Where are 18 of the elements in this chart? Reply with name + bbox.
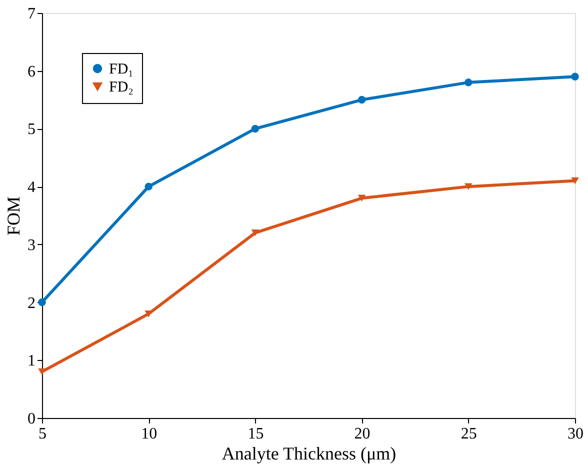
y-tick-label: 4 <box>28 179 36 196</box>
y-tick-label: 6 <box>28 63 36 80</box>
y-tick-label: 1 <box>28 352 36 370</box>
y-tick-label: 5 <box>28 121 36 138</box>
x-tick-label: 30 <box>568 426 584 442</box>
x-tick-label: 10 <box>141 426 158 442</box>
x-tick-label: 5 <box>38 426 46 442</box>
x-tick-label: 25 <box>460 426 477 442</box>
x-tick-label: 15 <box>248 426 264 442</box>
y-axis-title: FOM <box>4 196 24 236</box>
legend-label: FD₂ <box>109 80 134 96</box>
legend-label: FD₁ <box>109 62 134 78</box>
y-tick-label: 7 <box>28 6 36 22</box>
y-tick-label: 2 <box>28 294 36 312</box>
x-axis-title: Analyte Thickness (μm) <box>222 444 396 464</box>
y-tick-label: 0 <box>28 410 36 428</box>
x-tick-label: 20 <box>354 426 370 442</box>
y-tick-label: 3 <box>28 236 36 254</box>
